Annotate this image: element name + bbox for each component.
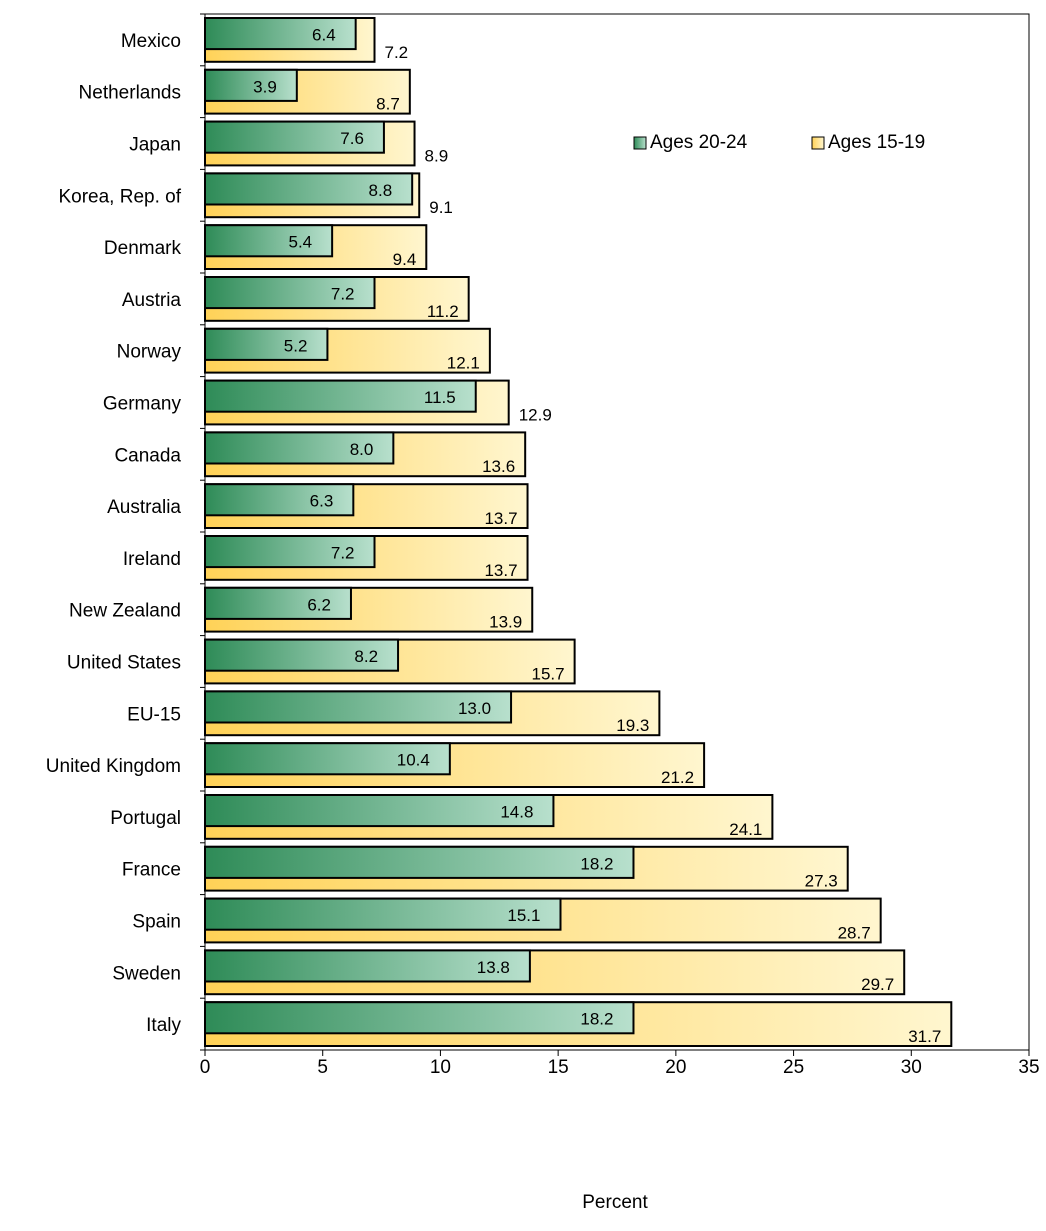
data-label-ages-15-19-australia: 13.7	[484, 509, 517, 528]
data-label-ages-20-24-australia: 6.3	[310, 492, 334, 511]
data-label-ages-15-19-denmark: 9.4	[393, 250, 417, 269]
data-label-ages-20-24-italy: 18.2	[580, 1010, 613, 1029]
legend-label-ages-15-19: Ages 15-19	[828, 132, 925, 153]
bar-ages-20-24-austria	[204, 276, 376, 310]
bar-ages-20-24-italy	[204, 1001, 635, 1035]
data-label-ages-20-24-mexico: 6.4	[312, 26, 336, 45]
data-label-ages-20-24-germany: 11.5	[424, 388, 456, 407]
data-label-ages-20-24-united-kingdom: 10.4	[397, 751, 430, 770]
category-label-portugal: Portugal	[110, 808, 181, 829]
bar-ages-20-24-united-kingdom	[204, 742, 451, 776]
data-label-ages-20-24-spain: 15.1	[507, 906, 540, 925]
data-label-ages-15-19-spain: 28.7	[838, 923, 871, 942]
x-tick-label-0: 0	[200, 1057, 211, 1078]
category-label-united-states: United States	[67, 653, 181, 674]
bar-ages-20-24-germany	[204, 379, 477, 413]
category-label-ireland: Ireland	[123, 549, 181, 570]
data-label-ages-20-24-japan: 7.6	[340, 129, 364, 148]
bar-ages-20-24-denmark	[204, 224, 334, 258]
category-label-eu-15: EU-15	[127, 704, 181, 725]
data-label-ages-20-24-portugal: 14.8	[500, 803, 533, 822]
category-label-germany: Germany	[103, 394, 182, 415]
category-label-austria: Austria	[122, 290, 182, 311]
bar-ages-20-24-sweden	[204, 949, 531, 983]
data-label-ages-20-24-eu-15: 13.0	[458, 699, 491, 718]
data-label-ages-20-24-korea-rep-of: 8.8	[369, 181, 393, 200]
category-label-mexico: Mexico	[121, 31, 181, 52]
category-label-new-zealand: New Zealand	[69, 601, 181, 622]
x-tick-label-5: 5	[317, 1057, 328, 1078]
data-label-ages-15-19-portugal: 24.1	[729, 820, 762, 839]
data-label-ages-20-24-france: 18.2	[580, 854, 613, 873]
bar-ages-20-24-new-zealand	[204, 586, 352, 620]
data-label-ages-15-19-ireland: 13.7	[484, 561, 517, 580]
category-label-spain: Spain	[132, 912, 181, 933]
data-label-ages-15-19-eu-15: 19.3	[616, 716, 649, 735]
x-tick-label-30: 30	[901, 1057, 922, 1078]
legend-swatch-ages-15-19	[811, 136, 825, 150]
data-label-ages-15-19-korea-rep-of: 9.1	[429, 198, 453, 217]
bar-ages-20-24-eu-15	[204, 690, 513, 724]
x-tick-label-20: 20	[665, 1057, 686, 1078]
data-label-ages-15-19-new-zealand: 13.9	[489, 613, 522, 632]
legend-label-ages-20-24: Ages 20-24	[650, 132, 748, 153]
data-label-ages-15-19-united-states: 15.7	[532, 664, 565, 683]
data-label-ages-15-19-germany: 12.9	[519, 405, 552, 424]
category-label-australia: Australia	[107, 497, 181, 518]
bar-ages-20-24-japan	[204, 120, 385, 154]
bar-ages-20-24-portugal	[204, 794, 555, 828]
bar-ages-20-24-ireland	[204, 535, 376, 569]
bar-ages-20-24-korea-rep-of	[204, 172, 414, 206]
data-label-ages-15-19-austria: 11.2	[427, 302, 459, 321]
data-label-ages-15-19-netherlands: 8.7	[376, 95, 400, 114]
data-label-ages-15-19-norway: 12.1	[447, 354, 480, 373]
data-label-ages-15-19-canada: 13.6	[482, 457, 515, 476]
x-tick-label-35: 35	[1018, 1057, 1039, 1078]
legend-swatch-ages-20-24	[633, 136, 647, 150]
bar-ages-20-24-norway	[204, 327, 329, 361]
bar-ages-20-24-canada	[204, 431, 395, 465]
bar-ages-20-24-france	[204, 845, 635, 879]
data-label-ages-15-19-sweden: 29.7	[861, 975, 894, 994]
data-label-ages-20-24-new-zealand: 6.2	[307, 595, 331, 614]
data-label-ages-20-24-denmark: 5.4	[288, 233, 312, 252]
category-label-korea-rep-of: Korea, Rep. of	[58, 186, 181, 207]
plot-area	[204, 13, 1030, 1051]
bar-ages-20-24-united-states	[204, 638, 400, 672]
category-label-canada: Canada	[114, 445, 181, 466]
data-label-ages-20-24-sweden: 13.8	[477, 958, 510, 977]
data-label-ages-20-24-netherlands: 3.9	[253, 77, 277, 96]
x-tick-label-10: 10	[430, 1057, 451, 1078]
data-label-ages-15-19-italy: 31.7	[908, 1027, 941, 1046]
category-label-united-kingdom: United Kingdom	[46, 756, 181, 777]
category-label-japan: Japan	[129, 135, 181, 156]
data-label-ages-20-24-united-states: 8.2	[354, 647, 378, 666]
bar-ages-20-24-spain	[204, 897, 562, 931]
bar-ages-20-24-australia	[204, 483, 355, 517]
bar-ages-20-24-mexico	[204, 17, 357, 51]
bar-ages-20-24-netherlands	[204, 68, 298, 102]
category-label-norway: Norway	[117, 342, 182, 363]
data-label-ages-20-24-austria: 7.2	[331, 285, 355, 304]
data-label-ages-15-19-france: 27.3	[805, 872, 838, 891]
category-label-denmark: Denmark	[104, 238, 182, 259]
data-label-ages-15-19-mexico: 7.2	[385, 43, 409, 62]
category-label-france: France	[122, 860, 181, 881]
category-label-sweden: Sweden	[112, 963, 181, 984]
data-label-ages-20-24-canada: 8.0	[350, 440, 374, 459]
category-label-netherlands: Netherlands	[79, 83, 181, 104]
legend: Ages 20-24 Ages 15-19	[633, 132, 925, 153]
x-axis-title: Percent	[582, 1192, 648, 1213]
data-label-ages-20-24-norway: 5.2	[284, 336, 308, 355]
x-tick-label-25: 25	[783, 1057, 804, 1078]
data-label-ages-15-19-japan: 8.9	[425, 146, 449, 165]
x-tick-label-15: 15	[548, 1057, 569, 1078]
data-label-ages-15-19-united-kingdom: 21.2	[661, 768, 694, 787]
category-label-italy: Italy	[146, 1015, 181, 1036]
data-label-ages-20-24-ireland: 7.2	[331, 544, 355, 563]
